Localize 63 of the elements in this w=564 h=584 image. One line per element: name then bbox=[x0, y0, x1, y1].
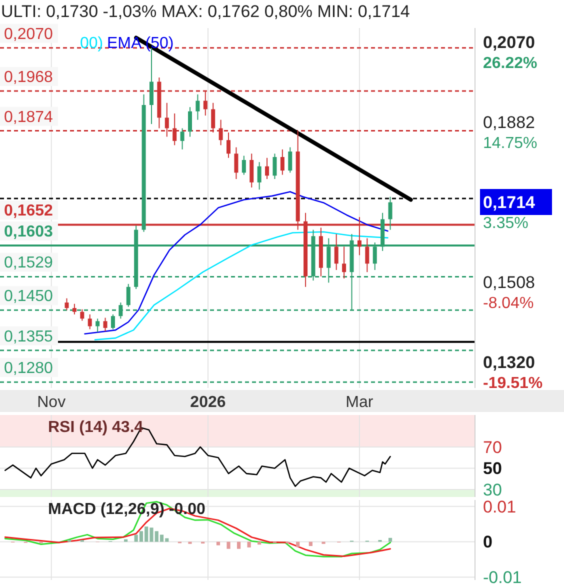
x-tick-label: Nov bbox=[37, 394, 66, 411]
ref-line-label: 0,1450 bbox=[4, 288, 54, 306]
ref-line-label: 0,1355 bbox=[4, 328, 54, 346]
candlestick bbox=[250, 153, 254, 188]
candlestick bbox=[80, 308, 84, 322]
ref-line-label: 0,1529 bbox=[4, 254, 54, 272]
text: 0,1320 bbox=[483, 353, 535, 372]
candlestick bbox=[388, 196, 392, 230]
text: 0,1714 bbox=[483, 193, 536, 212]
y-tick-label: 0.01 bbox=[483, 497, 516, 516]
y-tick-label: 50 bbox=[483, 459, 502, 478]
candlestick bbox=[64, 298, 69, 311]
y-tick-label: 0 bbox=[483, 532, 492, 552]
chart-title: ULTI: 0,1730 -1,03% MAX: 0,1762 0,80% MIN: 0,1714 bbox=[1, 2, 410, 21]
candlestick bbox=[257, 162, 262, 190]
ref-line-label: 0,2070 bbox=[4, 26, 54, 43]
ref-line-label: 0,1603 bbox=[4, 223, 54, 240]
ref-line-label: 0,1874 bbox=[4, 108, 54, 126]
bar bbox=[296, 542, 300, 548]
x-tick-label: 2026 bbox=[190, 394, 226, 411]
candlestick bbox=[196, 94, 200, 120]
text: 26.22% bbox=[483, 55, 538, 72]
chart-title: RSI (14) 43.4 bbox=[48, 419, 144, 436]
candlestick bbox=[126, 283, 130, 308]
bar bbox=[226, 542, 230, 549]
ref-line-label: 0,1280 bbox=[4, 360, 54, 378]
ref-line-label: 0,1968 bbox=[4, 69, 54, 86]
bar bbox=[216, 542, 220, 546]
text: 3.35% bbox=[483, 215, 528, 232]
candlestick bbox=[288, 146, 292, 174]
candlestick bbox=[280, 148, 284, 176]
ref-line-label: 0,1652 bbox=[4, 202, 54, 220]
y-tick-label: 70 bbox=[483, 438, 502, 457]
bar bbox=[388, 538, 392, 542]
candlestick bbox=[72, 303, 76, 315]
candlestick bbox=[226, 132, 231, 158]
candlestick bbox=[180, 128, 184, 150]
bar bbox=[124, 539, 128, 542]
text: 0,1882 bbox=[483, 113, 535, 132]
text: 0,2070 bbox=[483, 33, 535, 52]
bar bbox=[236, 542, 241, 549]
candlestick bbox=[88, 314, 92, 330]
candlestick bbox=[365, 238, 370, 273]
bar bbox=[247, 542, 251, 548]
candlestick bbox=[272, 153, 277, 180]
candlestick bbox=[342, 246, 346, 279]
candlestick bbox=[96, 318, 100, 333]
text: -8.04% bbox=[483, 295, 534, 312]
candlestick bbox=[265, 157, 270, 180]
candlestick bbox=[234, 146, 238, 180]
text: -19.51% bbox=[483, 375, 543, 392]
candlestick bbox=[188, 106, 192, 138]
candlestick bbox=[110, 314, 115, 330]
x-tick-label: Mar bbox=[346, 394, 374, 411]
candlestick bbox=[334, 234, 338, 270]
text: 00) bbox=[80, 35, 104, 52]
y-tick-label: -0.01 bbox=[483, 568, 522, 584]
text: 0,1508 bbox=[483, 273, 535, 292]
y-tick-label: 30 bbox=[483, 480, 502, 500]
candlestick bbox=[242, 155, 246, 176]
text: 14.75% bbox=[483, 135, 538, 152]
candlestick bbox=[103, 317, 108, 332]
bar bbox=[308, 542, 312, 546]
